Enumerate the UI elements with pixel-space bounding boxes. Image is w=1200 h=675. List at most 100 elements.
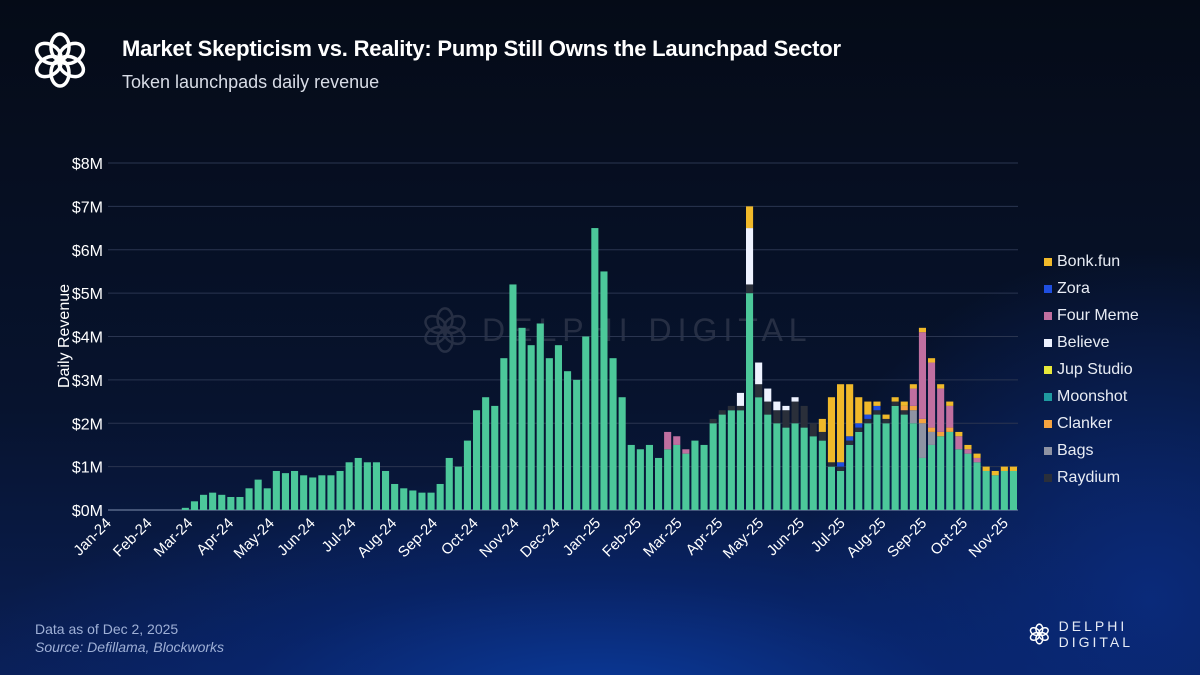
bar-believe-w70 (746, 228, 754, 285)
y-tick-label: $3M (72, 373, 103, 390)
bar-raydium-w78 (818, 431, 826, 441)
x-tick-label: May-24 (231, 515, 278, 562)
bar-series-0-w64 (691, 440, 699, 510)
bar-series-0-w21 (300, 475, 308, 510)
bar-raydium-w76 (800, 405, 808, 428)
bar-series-0-w50 (564, 371, 572, 510)
bar-four-meme-w63 (682, 449, 690, 454)
bar-bonk-fun-w78 (818, 418, 826, 432)
bar-series-0-w55 (609, 358, 617, 510)
bar-bags-w89 (918, 423, 926, 458)
bar-series-0-w92 (946, 431, 954, 510)
bar-bonk-fun-w87 (900, 401, 908, 406)
bar-raydium-w75 (791, 401, 799, 424)
bar-series-0-w83 (864, 423, 872, 510)
bar-series-0-w94 (964, 453, 972, 510)
bar-four-meme-w91 (937, 388, 945, 432)
x-tick-label: Feb-25 (599, 515, 645, 561)
bar-raydium-w74 (782, 410, 790, 428)
bar-series-0-w67 (718, 414, 726, 510)
bar-raydium-w79 (827, 462, 835, 467)
bar-clanker-w89 (918, 418, 926, 424)
bar-four-meme-w62 (673, 436, 681, 445)
bar-series-0-w84 (873, 414, 881, 510)
bar-raydium-w86 (891, 401, 899, 406)
legend-swatch (1044, 365, 1052, 374)
bar-raydium-w73 (773, 410, 781, 424)
bar-series-0-w52 (582, 336, 590, 510)
bar-raydium-w68 (727, 405, 735, 411)
bar-series-0-w78 (818, 440, 826, 510)
bar-series-0-w33 (409, 490, 417, 510)
legend-label: Jup Studio (1057, 360, 1133, 378)
x-tick-label: Jun-25 (764, 515, 808, 559)
bar-series-0-w25 (336, 470, 344, 510)
bar-series-0-w90 (928, 444, 936, 510)
x-tick-label: Jan-25 (560, 515, 604, 559)
bar-bonk-fun-w85 (882, 414, 890, 419)
legend-label: Clanker (1057, 414, 1113, 432)
bar-series-0-w32 (400, 488, 408, 510)
bar-raydium-w85 (882, 418, 890, 424)
bar-series-0-w29 (372, 462, 380, 510)
bar-zora-w84 (873, 405, 881, 411)
bar-series-0-w35 (427, 492, 435, 510)
bar-clanker-w88 (909, 405, 917, 411)
bar-series-0-w17 (263, 488, 271, 510)
bar-series-0-w75 (791, 423, 799, 510)
bar-series-0-w89 (918, 457, 926, 510)
bar-raydium-w69 (736, 405, 744, 411)
bar-series-0-w49 (554, 345, 562, 510)
bar-raydium-w80 (837, 466, 845, 471)
bar-series-0-w28 (363, 462, 371, 510)
bar-series-0-w98 (1000, 470, 1008, 510)
legend-item: Moonshot (1044, 383, 1139, 410)
bar-raydium-w71 (755, 384, 763, 398)
x-tick-label: Apr-25 (683, 515, 727, 559)
bar-bonk-fun-w83 (864, 401, 872, 415)
watermark-logo-icon (424, 307, 466, 353)
bar-bonk-fun-w96 (982, 466, 990, 471)
legend-item: Raydium (1044, 464, 1139, 491)
bar-series-0-w45 (518, 327, 526, 510)
y-tick-label: $5M (72, 286, 103, 303)
bar-raydium-w77 (809, 423, 817, 437)
x-tick-label: Jun-24 (274, 515, 318, 559)
x-tick-label: Dec-24 (517, 515, 563, 561)
bar-bonk-fun-w95 (973, 453, 981, 458)
legend-item: Zora (1044, 275, 1139, 302)
bar-four-meme-w95 (973, 457, 981, 463)
bar-bonk-fun-w99 (1009, 466, 1017, 471)
legend-label: Zora (1057, 279, 1090, 297)
bar-series-0-w8 (181, 507, 189, 510)
bar-series-0-w43 (500, 358, 508, 510)
bar-bonk-fun-w93 (955, 431, 963, 437)
bar-series-0-w23 (318, 475, 326, 510)
bar-bags-w90 (928, 431, 936, 445)
y-tick-label: $4M (72, 330, 103, 347)
bar-series-0-w99 (1009, 470, 1017, 510)
bar-raydium-w84 (873, 410, 881, 415)
bar-clanker-w87 (900, 405, 908, 411)
legend-swatch (1044, 446, 1052, 455)
bar-series-0-w79 (827, 466, 835, 510)
bar-four-meme-w89 (918, 332, 926, 419)
bar-series-0-w71 (755, 397, 763, 510)
bar-believe-w74 (782, 405, 790, 411)
bar-series-0-w30 (382, 470, 390, 510)
y-tick-label: $2M (72, 416, 103, 433)
legend-label: Moonshot (1057, 387, 1128, 405)
bar-raydium-w81 (846, 440, 854, 445)
bar-series-0-w81 (846, 444, 854, 510)
x-tick-label: Oct-24 (438, 515, 482, 559)
bar-bonk-fun-w82 (855, 397, 863, 424)
bar-series-0-w65 (700, 444, 708, 510)
bar-series-0-w66 (709, 423, 717, 510)
bar-series-0-w13 (227, 496, 235, 510)
bar-series-0-w16 (254, 479, 262, 510)
delphi-logo-icon (34, 32, 86, 88)
bar-series-0-w53 (591, 228, 599, 510)
bar-series-0-w54 (600, 271, 608, 510)
bar-series-0-w93 (955, 449, 963, 510)
bar-series-0-w69 (736, 410, 744, 510)
